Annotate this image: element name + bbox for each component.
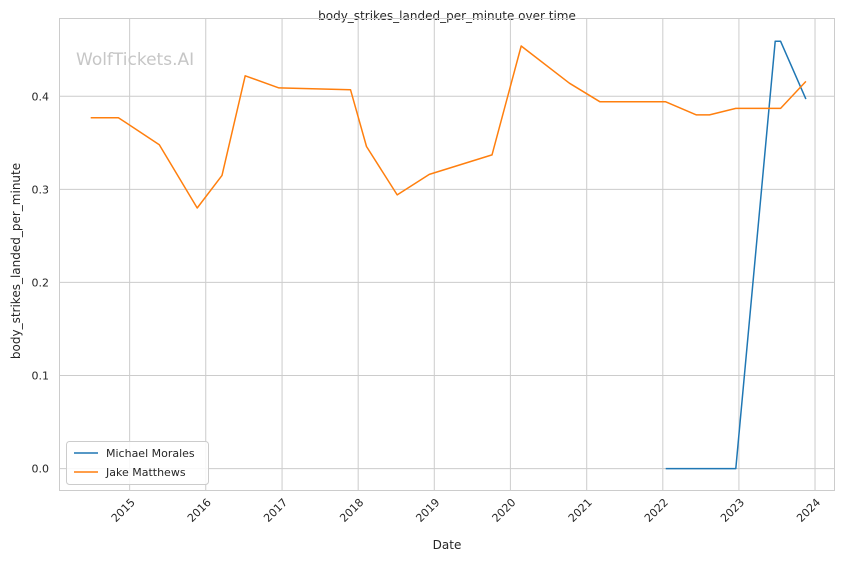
y-tick-label: 0.3 [32,183,50,196]
x-axis-label: Date [433,538,462,552]
y-tick-label: 0.2 [32,276,50,289]
legend-box [66,441,209,485]
x-tick-label: 2021 [566,496,595,525]
y-tick-label: 0.4 [32,90,50,103]
x-tick-label: 2017 [261,496,290,525]
x-tick-label: 2019 [413,496,442,525]
x-tick-label: 2016 [185,496,214,525]
x-tick-label: 2015 [109,496,138,525]
x-tick-label: 2022 [642,496,671,525]
legend-label: Jake Matthews [105,466,186,479]
grid-lines [60,19,834,490]
y-axis-label: body_strikes_landed_per_minute [9,163,23,359]
series-line-michael-morales [665,40,807,470]
series-lines [90,40,807,470]
watermark: WolfTickets.AI [76,50,194,70]
y-tick-label: 0.1 [32,370,50,383]
y-tick-label: 0.0 [32,463,50,476]
x-tick-label: 2018 [337,496,366,525]
plot-frame [59,18,835,491]
series-line-jake-matthews [90,45,807,209]
x-tick-label: 2024 [794,496,823,525]
x-tick-label: 2020 [490,496,519,525]
chart-title: body_strikes_landed_per_minute over time [318,9,576,23]
legend-label: Michael Morales [106,447,195,460]
legend: Michael Morales Jake Matthews [66,441,209,485]
x-tick-label: 2023 [718,496,747,525]
